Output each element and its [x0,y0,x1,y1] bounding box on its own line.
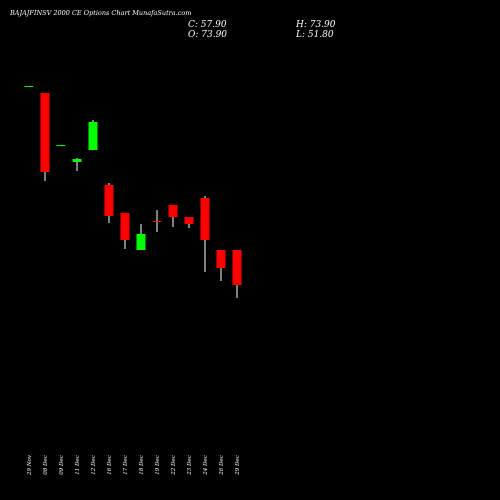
low-label: L: 51.80 [296,30,334,40]
candle [104,183,114,223]
candle [184,217,194,228]
chart-title: BAJAJFINSV 2000 CE Options Chart MunafaS… [10,9,192,17]
candle-body [88,122,98,150]
x-tick-label: 29 Dec [235,455,241,476]
candle-body [168,205,178,217]
x-tick-label: 08 Dec [43,455,49,475]
x-tick-label: 11 Dec [75,455,81,475]
x-tick-label: 18 Dec [139,455,145,475]
candle [152,210,162,232]
candle [200,196,210,272]
candle-body [216,250,226,268]
candle-body [136,234,146,250]
x-tick-label: 26 Dec [219,455,225,476]
x-tick-label: 16 Dec [107,455,113,475]
high-label: H: 73.90 [296,20,336,30]
candle [56,145,66,146]
x-tick-label: 19 Dec [155,455,161,475]
candle [232,250,242,298]
x-axis-ticks: 29 Nov 08 Dec 09 Dec 11 Dec 12 Dec 16 Dec 17 D… [27,454,241,476]
candle-body [120,213,130,240]
candle [24,86,34,87]
x-tick-label: 09 Dec [59,455,65,475]
candle-body [72,159,82,162]
x-tick-label: 23 Dec [187,455,193,476]
candle [72,158,82,171]
open-label: O: 73.90 [188,30,228,40]
x-tick-label: 12 Dec [91,455,97,475]
candle-body [104,185,114,216]
candle-body [232,250,242,285]
candle-body [184,217,194,224]
candle [168,205,178,227]
candle [120,213,130,249]
candle-body [56,145,66,146]
candle-body [40,93,50,172]
candle [88,120,98,150]
x-tick-label: 29 Nov [27,454,33,476]
candle [40,93,50,181]
candle-body [200,198,210,240]
candle-body [24,86,34,87]
candle-body [152,221,162,222]
x-tick-label: 17 Dec [123,455,129,475]
candle [216,250,226,281]
candles-layer [24,86,242,298]
candle [136,224,146,250]
x-tick-label: 22 Dec [171,455,177,476]
close-label: C: 57.90 [188,20,227,30]
x-tick-label: 24 Dec [203,455,209,476]
